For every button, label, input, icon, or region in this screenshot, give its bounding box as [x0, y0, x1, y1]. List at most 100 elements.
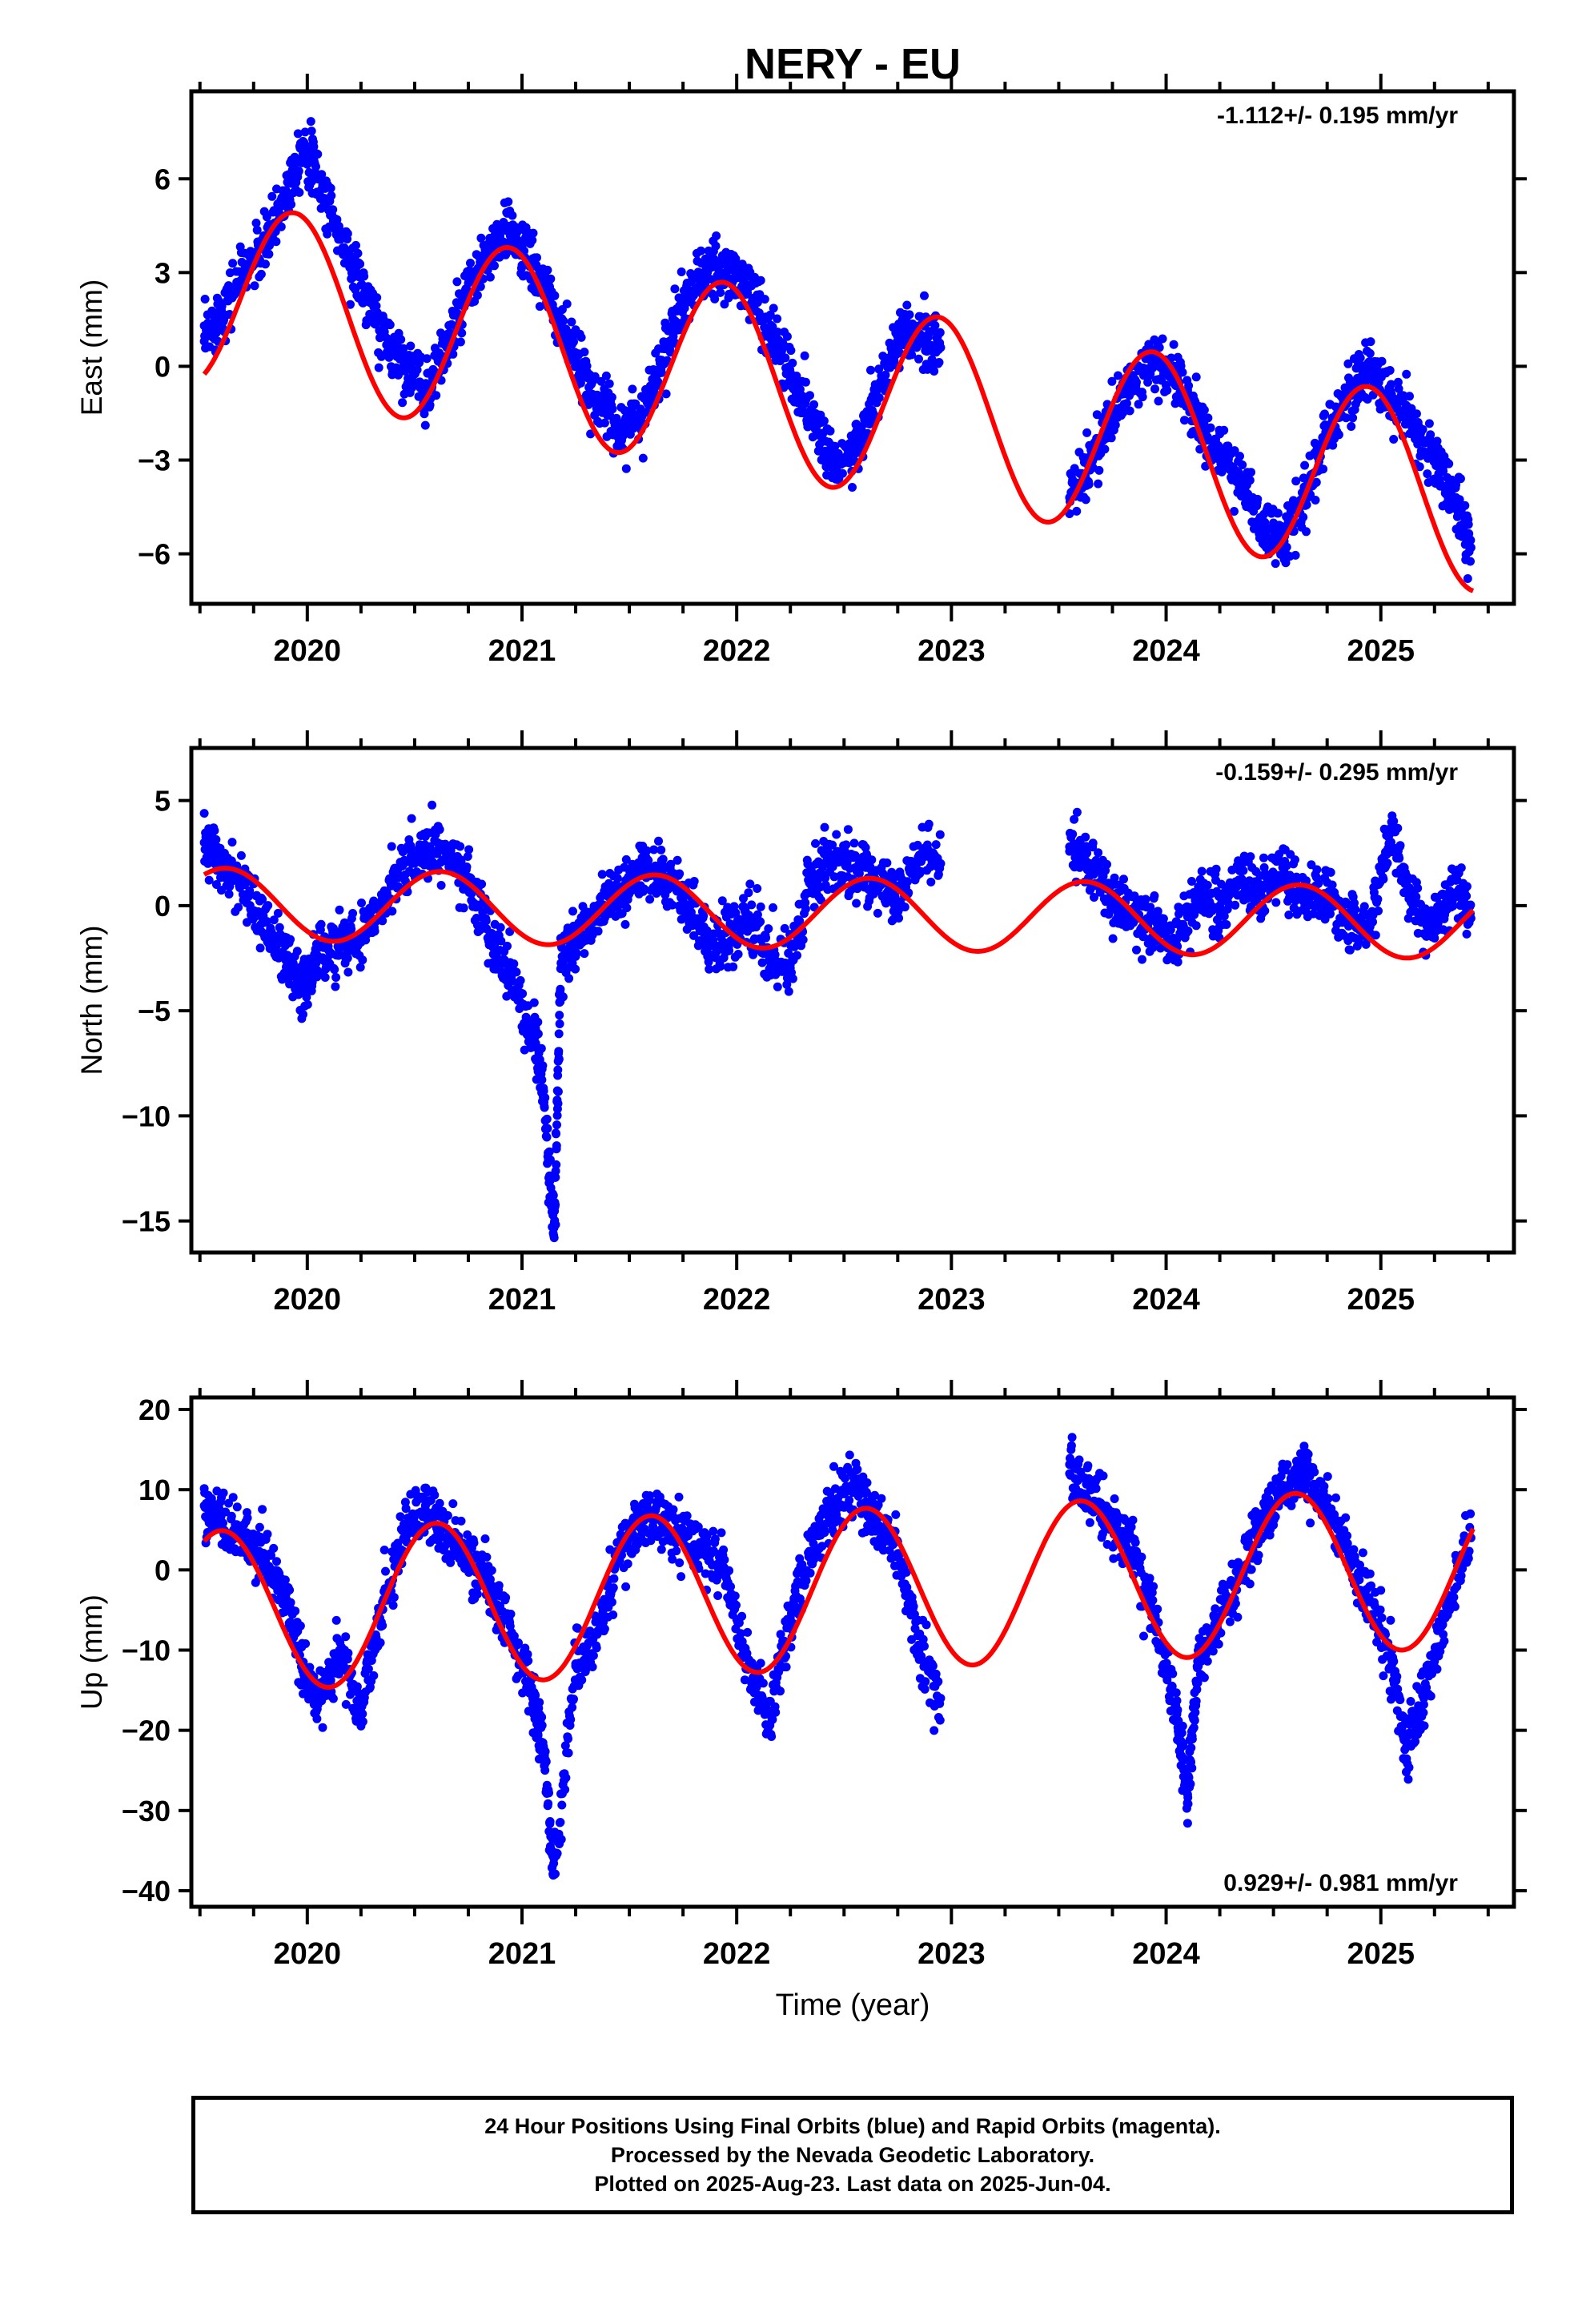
observation-point — [935, 830, 945, 839]
observation-point — [245, 886, 255, 895]
observation-point — [656, 845, 666, 854]
observation-point — [238, 880, 247, 890]
observation-point — [1238, 460, 1247, 469]
observation-point — [757, 958, 767, 967]
observation-point — [540, 1093, 550, 1103]
observation-point — [673, 855, 682, 865]
x-tick-label: 2023 — [917, 634, 986, 668]
observation-point — [717, 896, 727, 906]
observation-point — [642, 846, 652, 855]
observation-point — [572, 949, 581, 958]
observation-point — [335, 943, 344, 952]
observation-point — [1100, 444, 1110, 454]
observation-point — [756, 902, 765, 911]
x-tick-label: 2025 — [1347, 634, 1415, 668]
observation-point — [1070, 814, 1079, 824]
observation-point — [1385, 366, 1395, 375]
observation-point — [1393, 377, 1403, 387]
observation-point — [219, 1488, 228, 1498]
observation-point — [481, 916, 491, 926]
observation-point — [800, 351, 809, 360]
observation-point — [712, 231, 721, 240]
observation-point — [420, 846, 430, 856]
observation-point — [553, 1065, 563, 1075]
observation-point — [211, 834, 221, 844]
observation-point — [503, 941, 512, 951]
observation-point — [1284, 911, 1294, 919]
observation-point — [456, 857, 466, 866]
observation-point — [227, 1511, 236, 1521]
x-tick-label: 2020 — [274, 634, 342, 668]
observation-point — [721, 939, 731, 948]
observation-point — [347, 924, 356, 934]
observation-point — [295, 187, 304, 197]
observation-point — [604, 379, 614, 388]
observation-point — [1291, 855, 1299, 865]
observation-point — [720, 300, 729, 309]
observation-point — [343, 953, 352, 963]
observation-point — [1341, 898, 1351, 907]
observation-point — [1291, 476, 1301, 486]
figure-title: NERY - EU — [745, 40, 961, 88]
observation-point — [420, 420, 430, 430]
observation-point — [788, 974, 797, 983]
observation-point — [729, 962, 738, 971]
observation-point — [697, 246, 705, 255]
observation-point — [1389, 816, 1399, 826]
observation-point — [805, 391, 814, 400]
x-tick-label: 2024 — [1132, 1283, 1200, 1317]
observation-point — [300, 127, 310, 137]
observation-point — [743, 280, 753, 290]
observation-point — [612, 874, 622, 883]
observation-point — [608, 404, 617, 414]
observation-point — [412, 365, 422, 375]
observation-point — [668, 900, 677, 910]
observation-point — [1326, 867, 1335, 877]
observation-point — [1387, 825, 1396, 834]
observation-point — [351, 240, 360, 250]
observation-point — [1203, 413, 1213, 423]
observation-point — [725, 946, 734, 955]
observation-point — [504, 197, 513, 207]
observation-point — [781, 353, 790, 363]
observation-point — [558, 992, 568, 1002]
observation-point — [562, 300, 572, 308]
observation-point — [459, 903, 468, 913]
observation-point — [656, 368, 666, 377]
observation-point — [1273, 509, 1283, 518]
observation-point — [224, 1498, 233, 1508]
observation-point — [1430, 926, 1439, 935]
y-tick-label: 3 — [155, 256, 171, 289]
observation-point — [1365, 922, 1375, 931]
observation-point — [313, 150, 323, 159]
observation-point — [1452, 493, 1461, 502]
observation-point — [1301, 892, 1311, 902]
observation-point — [1395, 841, 1405, 850]
observation-point — [882, 858, 892, 867]
observation-point — [849, 838, 859, 848]
observation-point — [881, 370, 890, 380]
observation-point — [326, 183, 335, 193]
observation-point — [1082, 428, 1092, 437]
observation-point — [936, 343, 946, 352]
observation-point — [914, 850, 924, 860]
observation-point — [1235, 452, 1244, 461]
observation-point — [1187, 877, 1196, 886]
observation-point — [582, 361, 592, 371]
observation-point — [1088, 838, 1098, 848]
observation-point — [1082, 848, 1092, 858]
observation-point — [251, 219, 261, 227]
observation-point — [761, 933, 771, 943]
observation-point — [331, 973, 341, 982]
observation-point — [199, 838, 209, 847]
observation-point — [507, 224, 516, 234]
y-tick-label: −3 — [138, 444, 171, 476]
observation-point — [825, 426, 835, 436]
observation-point — [217, 858, 226, 868]
observation-point — [456, 842, 465, 851]
observation-point — [817, 895, 825, 905]
observation-point — [1432, 436, 1442, 446]
observation-point — [543, 265, 552, 275]
observation-point — [227, 838, 237, 847]
observation-point — [1374, 907, 1383, 915]
